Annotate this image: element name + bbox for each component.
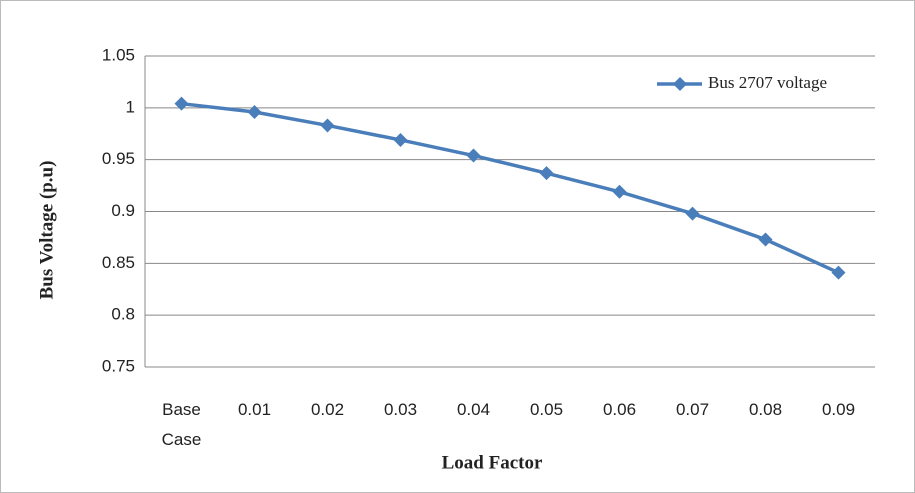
marker <box>393 132 408 147</box>
line <box>181 101 840 275</box>
y-tick-label: 0.9 <box>111 201 135 220</box>
marker <box>320 118 335 133</box>
marker <box>539 166 554 181</box>
marker <box>685 206 700 221</box>
x-tick-label: 0.05 <box>529 400 564 419</box>
x-tick-label: 0.01 <box>237 400 272 419</box>
y-tick-label: 0.95 <box>102 149 135 168</box>
y-tick-label: 1 <box>126 97 135 116</box>
marker <box>831 265 846 280</box>
x-tick-label: 0.09 <box>821 400 856 419</box>
x-tick-label: 0.03 <box>383 400 418 419</box>
legend-marker <box>673 77 687 91</box>
x-tick-label: 0.04 <box>456 400 491 419</box>
x-tick-label: 0.02 <box>310 400 345 419</box>
x-tick-label: 0.07 <box>675 400 710 419</box>
y-tick-label: 0.8 <box>111 305 135 324</box>
marker <box>247 104 262 119</box>
x-axis-title: Load Factor <box>442 452 543 473</box>
x-tick-label: 0.08 <box>748 400 783 419</box>
marker <box>466 148 481 163</box>
y-tick-label: 0.75 <box>102 356 135 375</box>
marker <box>612 184 627 199</box>
y-axis-title: Bus Voltage (p.u) <box>36 161 57 300</box>
x-tick-label: 0.06 <box>602 400 637 419</box>
x-tick-label: Base Case <box>161 400 202 449</box>
marker <box>758 232 773 247</box>
marker <box>174 96 189 111</box>
y-tick-label: 0.85 <box>102 253 135 272</box>
y-tick-label: 1.05 <box>102 45 135 64</box>
legend-label: Bus 2707 voltage <box>708 73 827 92</box>
